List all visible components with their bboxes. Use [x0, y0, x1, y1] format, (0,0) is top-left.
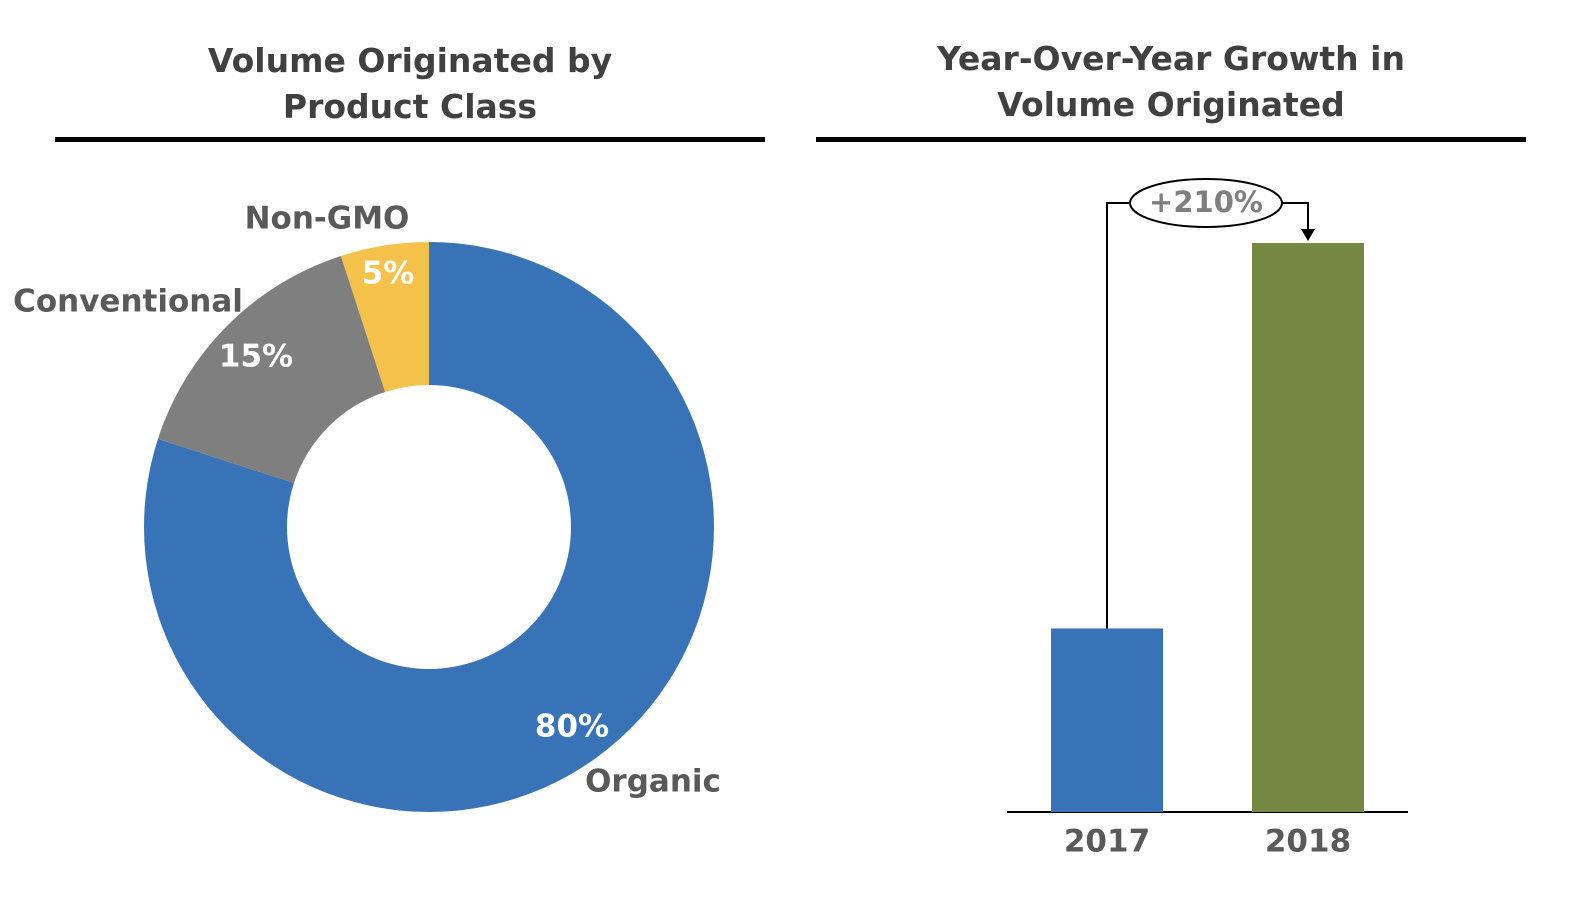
x-tick-label-2018: 2018 — [1265, 824, 1351, 860]
donut-chart: 80% 15% 5% Organic Conventional Non-GMO — [13, 201, 721, 812]
donut-slice-non-gmo — [340, 242, 429, 392]
x-tick-label-2017: 2017 — [1064, 824, 1150, 860]
growth-annotation-label: +210% — [1149, 185, 1263, 219]
donut-slice-conventional — [157, 255, 386, 484]
donut-category-label-organic: Organic — [585, 764, 721, 800]
donut-slice-organic — [144, 242, 715, 812]
donut-data-label-conventional: 15% — [219, 339, 293, 375]
donut-chart-title: Volume Originated by Product Class — [207, 41, 613, 126]
donut-category-label-conventional: Conventional — [13, 284, 243, 320]
growth-arrowhead — [1301, 229, 1315, 241]
donut-data-label-organic: 80% — [535, 709, 609, 745]
growth-annotation-bubble — [1129, 178, 1283, 228]
bar-chart-title: Year-Over-Year Growth in Volume Originate… — [937, 39, 1405, 124]
donut-title-rule — [55, 137, 765, 142]
bar-2018 — [1252, 243, 1364, 812]
donut-category-label-non-gmo: Non-GMO — [245, 201, 410, 237]
bar-title-rule — [816, 137, 1526, 142]
donut-panel: Volume Originated by Product Class 80% 15%… — [13, 41, 765, 812]
bar-panel: Year-Over-Year Growth in Volume Originate… — [800, 0, 1584, 916]
donut-data-label-non-gmo: 5% — [362, 256, 415, 292]
bar-chart: 2017 2018 +210% — [1007, 178, 1408, 860]
bar-2017 — [1051, 628, 1163, 812]
